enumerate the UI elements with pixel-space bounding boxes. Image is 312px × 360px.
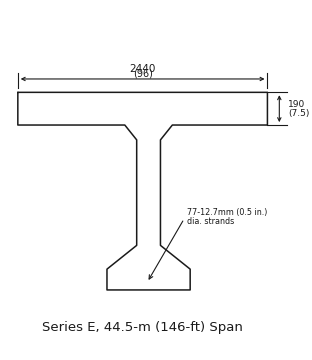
Text: (96): (96) xyxy=(133,68,153,78)
Text: dia. strands: dia. strands xyxy=(187,217,234,226)
Text: 190: 190 xyxy=(288,100,305,109)
Text: (7.5): (7.5) xyxy=(288,109,310,118)
Text: Series E, 44.5-m (146-ft) Span: Series E, 44.5-m (146-ft) Span xyxy=(42,321,243,334)
Text: 77-12.7mm (0.5 in.): 77-12.7mm (0.5 in.) xyxy=(187,208,268,217)
Text: 2440: 2440 xyxy=(129,64,156,74)
